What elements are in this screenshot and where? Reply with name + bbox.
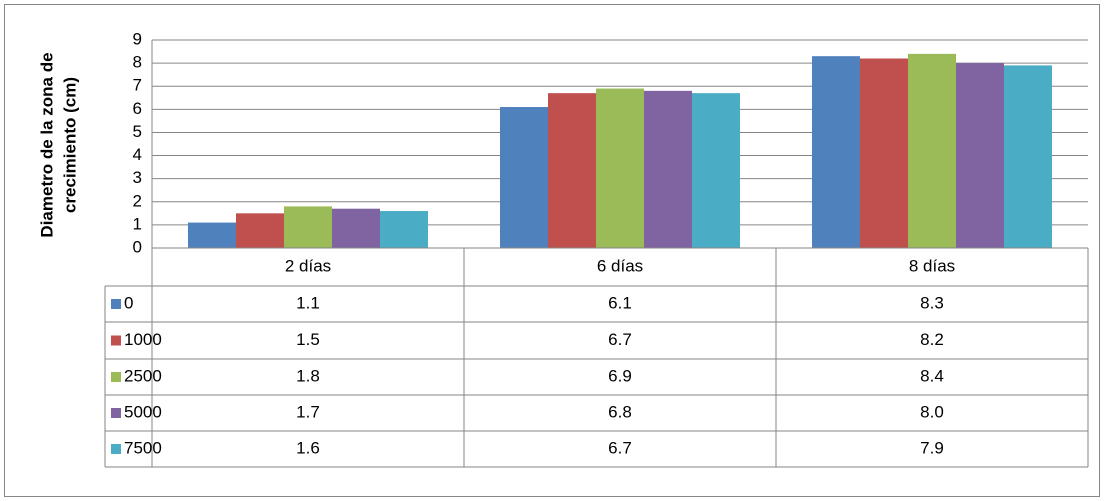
legend-swatch (111, 299, 121, 309)
x-tick-label: 6 días (597, 256, 643, 275)
legend-swatch (111, 408, 121, 418)
y-tick-label: 2 (133, 191, 142, 210)
table-cell: 1.8 (296, 366, 320, 385)
bar (284, 206, 332, 248)
bar (1004, 65, 1052, 248)
legend-label: 0 (124, 293, 133, 312)
bar (332, 208, 380, 248)
y-axis-title: Diametro de la zona de crecimiento (cm) (37, 52, 79, 237)
legend-swatch (111, 444, 121, 454)
y-tick-label: 1 (133, 214, 142, 233)
bar (548, 93, 596, 249)
y-tick-label: 6 (133, 99, 142, 118)
bar (644, 90, 692, 248)
legend-label: 7500 (124, 438, 162, 457)
y-axis-title-line: crecimiento (cm) (60, 77, 79, 213)
y-axis-title-line: Diametro de la zona de (37, 52, 56, 237)
bar (812, 56, 860, 248)
table-cell: 8.0 (920, 402, 944, 421)
table-cell: 7.9 (920, 438, 944, 457)
table-cell: 1.6 (296, 438, 320, 457)
y-tick-label: 8 (133, 53, 142, 72)
y-tick-label: 4 (133, 145, 142, 164)
y-tick-label: 5 (133, 122, 142, 141)
y-tick-label: 9 (133, 29, 142, 48)
bar (956, 63, 1004, 248)
bar (236, 213, 284, 248)
table-cell: 6.8 (608, 402, 632, 421)
legend-label: 2500 (124, 366, 162, 385)
table-cell: 1.1 (296, 293, 320, 312)
bar (188, 222, 236, 248)
table-cell: 6.1 (608, 293, 632, 312)
y-tick-label: 0 (133, 237, 142, 256)
x-tick-label: 2 días (285, 256, 331, 275)
legend-label: 1000 (124, 330, 162, 349)
bar (596, 88, 644, 249)
table-cell: 6.9 (608, 366, 632, 385)
legend-label: 5000 (124, 402, 162, 421)
table-cell: 6.7 (608, 438, 632, 457)
legend-swatch (111, 372, 121, 382)
bar (380, 211, 428, 248)
bar (692, 93, 740, 249)
x-tick-label: 8 días (909, 256, 955, 275)
bar (908, 53, 956, 248)
table-cell: 1.5 (296, 330, 320, 349)
table-cell: 8.4 (920, 366, 944, 385)
y-tick-label: 3 (133, 168, 142, 187)
bar (860, 58, 908, 248)
table-cell: 6.7 (608, 330, 632, 349)
table-cell: 8.3 (920, 293, 944, 312)
bar (500, 107, 548, 249)
y-tick-label: 7 (133, 76, 142, 95)
table-cell: 8.2 (920, 330, 944, 349)
legend-swatch (111, 335, 121, 346)
table-cell: 1.7 (296, 402, 320, 421)
